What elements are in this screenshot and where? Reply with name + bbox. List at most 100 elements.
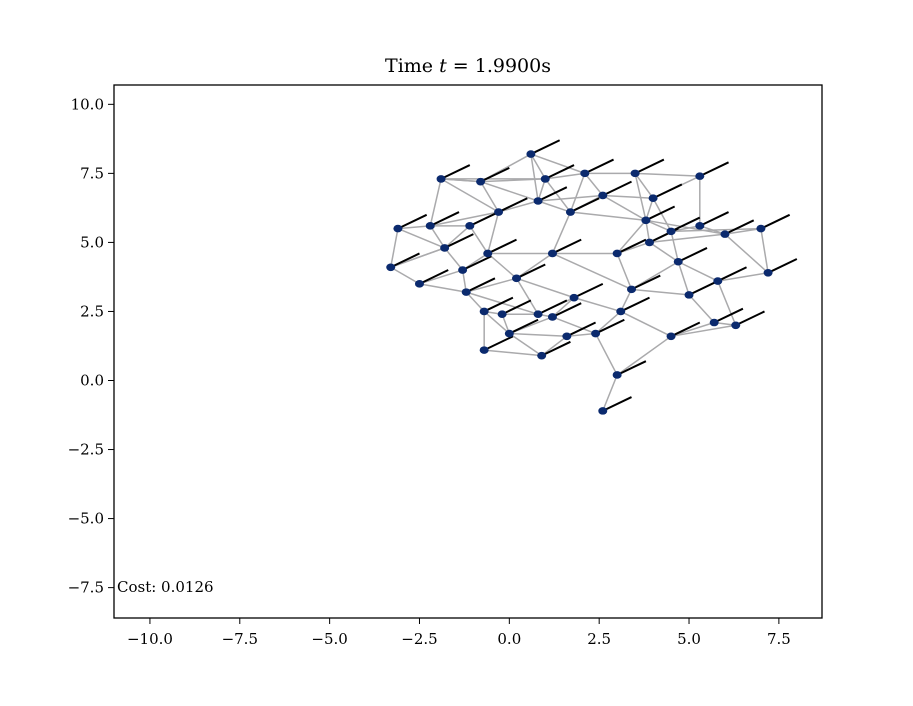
graph-edge: [430, 211, 499, 227]
heading-arrow: [480, 166, 510, 183]
graph-edge: [480, 180, 539, 202]
chart-title: Time t = 1.9900s: [385, 55, 551, 77]
graph-edge: [570, 211, 646, 222]
heading-arrow: [462, 255, 492, 271]
graph-node: [720, 230, 730, 238]
graph-edge: [594, 333, 618, 376]
graph-edge: [645, 219, 672, 233]
graph-node: [440, 244, 450, 252]
graph-node: [414, 280, 424, 288]
graph-node: [695, 172, 705, 180]
graph-edge: [760, 228, 769, 273]
graph-edge: [537, 200, 571, 213]
heading-arrow: [713, 307, 744, 324]
graph-edge: [390, 266, 420, 285]
x-tick-label: −5.0: [311, 630, 347, 648]
heading-arrow: [541, 340, 571, 357]
graph-node: [494, 208, 504, 216]
graph-node: [533, 310, 543, 319]
graph-edge: [620, 289, 633, 312]
graph-node: [483, 249, 493, 258]
heading-arrow: [516, 263, 546, 280]
graph-node: [565, 208, 575, 216]
graph-node: [673, 257, 683, 266]
graph-node: [763, 268, 773, 277]
x-tick-label: 2.5: [587, 630, 611, 648]
y-tick-label: 7.5: [80, 164, 104, 182]
x-tick-label: −10.0: [127, 630, 173, 648]
graph-node: [436, 175, 446, 183]
chart-title-var: t: [439, 55, 447, 77]
heading-arrow: [440, 164, 471, 180]
graph-edge: [602, 194, 654, 199]
graph-edge: [717, 280, 737, 326]
graph-edge: [573, 296, 621, 313]
graph-edge: [479, 181, 500, 213]
graph-node: [512, 274, 522, 283]
graph-edge: [652, 197, 672, 232]
heading-arrow: [677, 247, 708, 263]
heading-arrow: [487, 238, 517, 255]
graph-node: [547, 313, 557, 321]
graph-node: [616, 307, 626, 316]
graph-nodes: [386, 150, 773, 415]
graph-edge: [670, 321, 715, 338]
graph-edge: [516, 277, 575, 299]
heading-arrow: [501, 299, 532, 316]
heading-arrow: [595, 318, 625, 335]
heading-arrows: [390, 139, 798, 412]
heading-arrow: [508, 318, 539, 335]
graph-edge: [498, 200, 539, 213]
graph-edge: [444, 247, 464, 271]
heading-arrow: [645, 205, 676, 222]
heading-arrow: [717, 266, 747, 282]
heading-arrow: [699, 161, 729, 178]
graph-edge: [677, 261, 719, 282]
graph-edge: [634, 172, 654, 199]
graph-node: [648, 194, 658, 203]
plot-area-frame: [113, 84, 823, 619]
graph-node: [666, 227, 676, 236]
graph-node: [497, 310, 507, 319]
graph-edge: [483, 310, 510, 335]
graph-edge: [429, 225, 446, 249]
graph-edge: [440, 178, 499, 213]
graph-edge: [670, 231, 679, 262]
graph-node: [612, 371, 622, 379]
graph-edge: [530, 153, 586, 175]
graph-node: [476, 177, 486, 186]
y-tick-label: 10.0: [71, 95, 104, 113]
graph-edge: [635, 172, 700, 177]
graph-node: [479, 346, 489, 354]
graph-edge: [544, 178, 572, 213]
heading-arrow: [735, 310, 765, 327]
heading-arrow: [429, 211, 460, 227]
chart-title-prefix: Time: [385, 55, 439, 77]
heading-arrow: [670, 321, 701, 338]
graph-edge: [551, 297, 575, 318]
heading-arrow: [419, 269, 449, 285]
heading-arrow: [760, 213, 791, 230]
graph-node: [393, 224, 403, 233]
heading-arrow: [390, 252, 420, 269]
graph-edge: [419, 269, 463, 285]
heading-arrow: [616, 238, 647, 255]
graph-edge: [616, 335, 672, 376]
y-tick-label: −2.5: [68, 441, 104, 459]
heading-arrow: [724, 219, 755, 236]
heading-arrow: [569, 197, 600, 213]
heading-arrow: [397, 213, 428, 230]
graph-node: [695, 222, 705, 230]
graph-node: [547, 249, 557, 258]
graph-edge: [616, 219, 647, 254]
graph-node: [630, 169, 640, 178]
graph-edge: [717, 272, 769, 282]
graph-edge: [552, 316, 596, 335]
graph-edge: [541, 335, 568, 357]
graph-node: [591, 329, 601, 338]
heading-arrow: [584, 158, 614, 175]
cost-annotation: Cost: 0.0126: [117, 578, 214, 596]
x-tick-label: 0.0: [497, 630, 521, 648]
heading-arrow: [634, 158, 665, 175]
